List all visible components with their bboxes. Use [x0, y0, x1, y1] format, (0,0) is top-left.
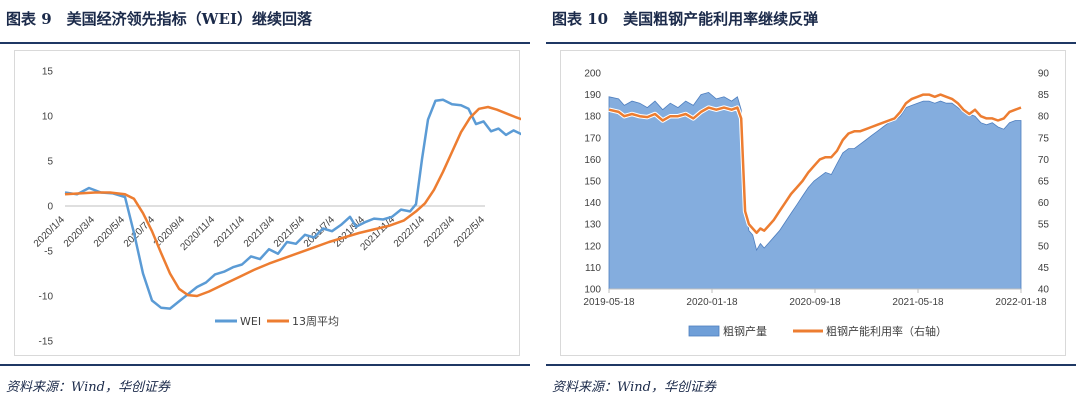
- figure-10-title-rule: [546, 42, 1076, 44]
- y-tick-label: 10: [42, 112, 54, 123]
- y-right-tick-label: 75: [1038, 133, 1050, 144]
- y-left-tick-label: 200: [584, 69, 601, 80]
- figure-9-chart-frame: 15 10 5 0 -5 -10 -15 2020/1/4 2020/3/4 2020/5/4 20…: [14, 50, 521, 356]
- legend-label: WEI: [240, 315, 261, 328]
- y-tick-label: -15: [39, 337, 54, 348]
- y-tick-label: -10: [39, 292, 54, 303]
- y-right-tick-label: 45: [1038, 263, 1050, 274]
- y-left-tick-label: 140: [584, 198, 601, 209]
- y-right-tick-label: 90: [1038, 69, 1050, 80]
- figure-9-bottom-rule: [0, 364, 530, 366]
- y-right-tick-label: 85: [1038, 90, 1050, 101]
- y-tick-label: 0: [47, 202, 53, 213]
- y-left-tick-label: 160: [584, 155, 601, 166]
- y-right-tick-label: 55: [1038, 220, 1050, 231]
- legend-swatch-area: [688, 325, 720, 337]
- x-tick-label: 2022/5/4: [452, 214, 488, 250]
- steel-area-chart: 200 190 180 170 160 150 140 130 120 110 100 90 85 80 7…: [583, 69, 1050, 339]
- series-line-13w-avg: [64, 105, 521, 298]
- x-tick-label: 2021/5/4: [272, 214, 308, 250]
- series-line-utilization: [608, 93, 1022, 235]
- y-tick-label: 5: [47, 157, 53, 168]
- legend-label: 粗钢产量: [723, 324, 767, 338]
- y-left-tick-label: 180: [584, 112, 601, 123]
- x-tick-label: 2021/3/4: [242, 214, 278, 250]
- y-right-tick-label: 65: [1038, 177, 1050, 188]
- y-left-tick-label: 100: [584, 285, 601, 296]
- x-tick-label: 2022-01-18: [995, 297, 1047, 308]
- x-tick-label: 2020/3/4: [62, 214, 98, 250]
- figure-10-title: 图表 10 美国粗钢产能利用率继续反弹: [552, 10, 819, 28]
- y-left-tick-label: 170: [584, 133, 601, 144]
- x-tick-label: 2020-01-18: [686, 297, 738, 308]
- y-right-tick-label: 50: [1038, 241, 1050, 252]
- x-tick-label: 2021/1/4: [212, 214, 248, 250]
- y-left-tick-label: 130: [584, 220, 601, 231]
- figure-10-chart-frame: 200 190 180 170 160 150 140 130 120 110 100 90 85 80 7…: [560, 50, 1066, 356]
- x-tick-label: 2022/1/4: [392, 214, 428, 250]
- legend-label: 粗钢产能利用率（右轴）: [826, 324, 947, 338]
- x-tick-label: 2020/5/4: [92, 214, 128, 250]
- series-line-wei: [64, 98, 521, 310]
- y-right-tick-label: 80: [1038, 112, 1050, 123]
- x-tick-label: 2021-05-18: [892, 297, 944, 308]
- y-tick-label: -5: [44, 247, 53, 258]
- y-right-tick-label: 40: [1038, 285, 1050, 296]
- y-right-tick-label: 70: [1038, 155, 1050, 166]
- figure-9-title: 图表 9 美国经济领先指标（WEI）继续回落: [6, 10, 312, 28]
- legend-label: 13周平均: [292, 315, 339, 328]
- x-tick-label: 2019-05-18: [583, 297, 635, 308]
- figure-9-title-rule: [0, 42, 530, 44]
- figure-10-panel: 图表 10 美国粗钢产能利用率继续反弹 200 190 180 170 160 150 14…: [546, 0, 1076, 402]
- series-area-steel-output: [608, 91, 1022, 290]
- y-left-tick-label: 110: [585, 263, 601, 274]
- y-left-tick-label: 120: [584, 241, 601, 252]
- y-left-tick-label: 150: [584, 177, 601, 188]
- x-tick-label: 2022/3/4: [422, 214, 458, 250]
- y-right-tick-label: 60: [1038, 198, 1050, 209]
- y-tick-label: 15: [42, 67, 54, 78]
- figure-10-source: 资料来源：Wind，华创证券: [552, 380, 716, 395]
- figure-9-panel: 图表 9 美国经济领先指标（WEI）继续回落 15 10 5 0 -5 -10 -15 202…: [0, 0, 530, 402]
- x-tick-label: 2020-09-18: [789, 297, 841, 308]
- figure-10-bottom-rule: [546, 364, 1076, 366]
- x-tick-label: 2020/1/4: [32, 214, 68, 250]
- y-left-tick-label: 190: [584, 90, 601, 101]
- figure-9-source: 资料来源：Wind，华创证券: [6, 380, 170, 395]
